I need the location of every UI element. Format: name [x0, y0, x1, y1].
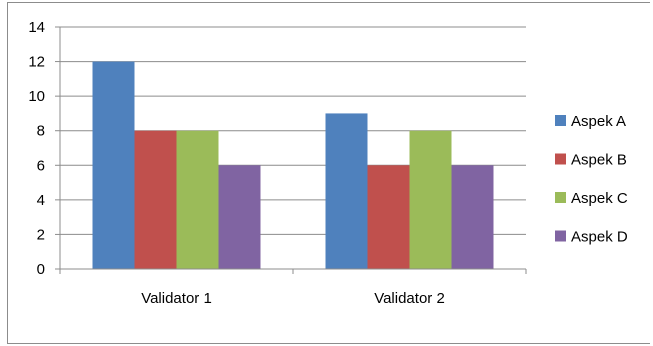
y-axis-ticks: 0 2 4 6 8 10 12 14	[28, 19, 45, 278]
y-tick-label: 14	[28, 19, 45, 36]
y-tick-label: 12	[28, 54, 45, 71]
x-axis-ticks: Validator 1 Validator 2	[141, 290, 445, 307]
y-tick-label: 8	[37, 123, 45, 140]
legend-swatch-aspek-b	[555, 153, 566, 165]
y-tick-label: 10	[28, 88, 45, 105]
bar-aspek-a	[92, 61, 135, 270]
x-tick-label: Validator 1	[141, 290, 212, 307]
y-tick-label: 2	[37, 226, 45, 243]
bars	[92, 61, 494, 270]
axes	[55, 26, 527, 274]
x-tick-label: Validator 2	[374, 290, 445, 307]
bar-aspek-b	[367, 165, 410, 269]
legend-label-aspek-b: Aspek B	[571, 152, 627, 169]
legend-swatch-aspek-c	[555, 192, 566, 203]
legend-swatch-aspek-a	[555, 115, 566, 126]
legend-swatch-aspek-d	[555, 230, 566, 242]
bar-aspek-c	[409, 130, 452, 269]
legend-label-aspek-c: Aspek C	[571, 190, 628, 207]
bar-aspek-d	[451, 165, 494, 269]
y-tick-label: 4	[37, 192, 45, 209]
legend: Aspek A Aspek B Aspek C Aspek D	[555, 113, 628, 246]
y-tick-label: 6	[37, 157, 45, 174]
legend-label-aspek-a: Aspek A	[571, 113, 626, 130]
bar-aspek-a	[325, 113, 368, 269]
bar-aspek-b	[134, 130, 177, 269]
bar-aspek-d	[218, 165, 261, 269]
legend-label-aspek-d: Aspek D	[571, 229, 628, 246]
y-tick-label: 0	[37, 261, 45, 278]
bar-aspek-c	[176, 130, 219, 269]
